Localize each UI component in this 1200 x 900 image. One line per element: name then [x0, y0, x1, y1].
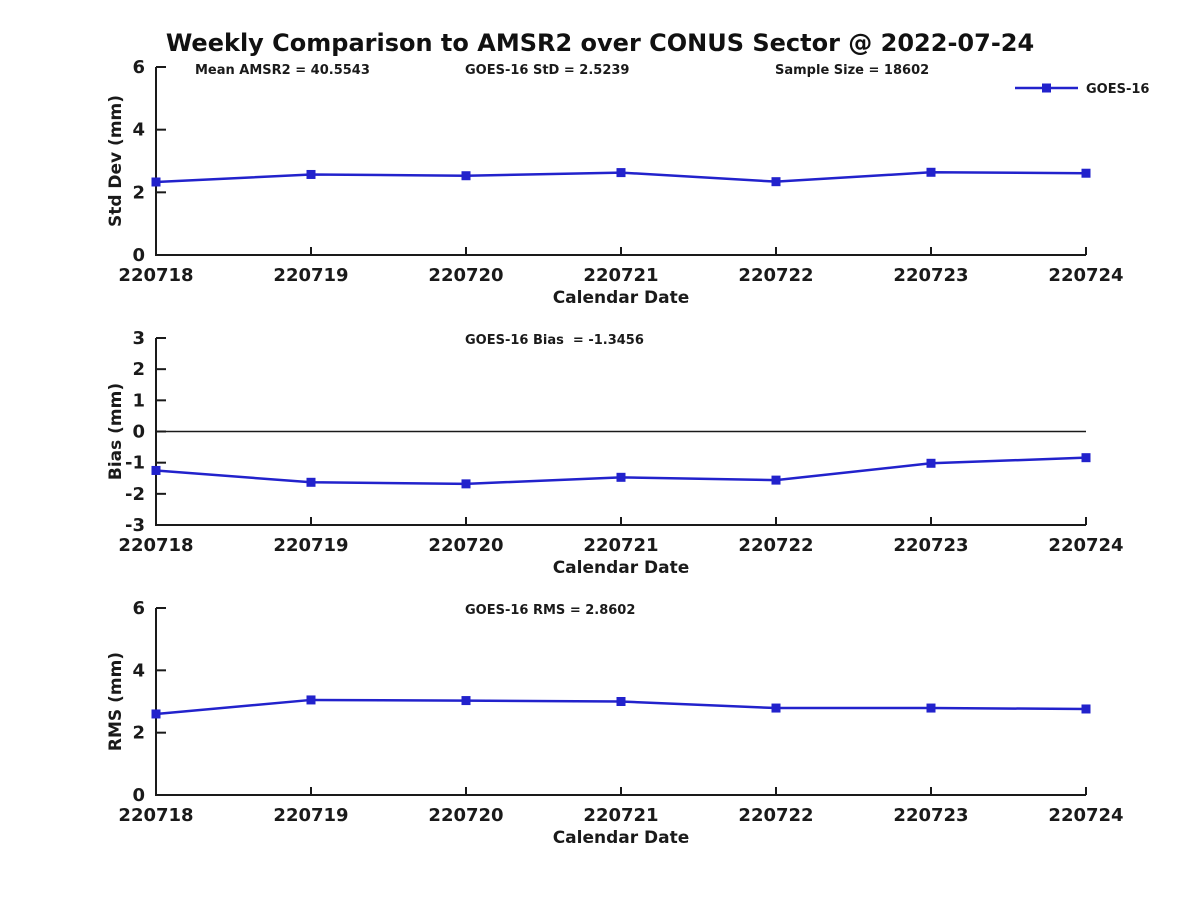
- x-tick-label: 220723: [893, 805, 968, 826]
- data-point-marker: [1081, 704, 1091, 714]
- x-axis-title: Calendar Date: [553, 828, 690, 848]
- data-point-marker: [771, 177, 781, 187]
- y-tick-label: 4: [132, 660, 145, 681]
- x-tick-label: 220724: [1048, 265, 1123, 286]
- bias-panel: 220718 220719 220720 220721 220722 220723 2207…: [106, 328, 1124, 578]
- y-axis-title: Std Dev (mm): [106, 95, 126, 227]
- data-point-marker: [926, 167, 936, 177]
- y-axis-title: RMS (mm): [106, 652, 126, 751]
- y-tick-label: -1: [125, 453, 145, 474]
- y-tick-label: -3: [125, 515, 145, 536]
- data-point-marker: [926, 703, 936, 713]
- x-tick-label: 220722: [738, 805, 813, 826]
- legend: GOES-16: [1015, 82, 1149, 97]
- x-tick-label: 220724: [1048, 535, 1123, 556]
- annotation: GOES-16 Bias = -1.3456: [465, 333, 644, 348]
- data-point-marker: [616, 168, 626, 178]
- stddev-panel: 220718 220719 220720 220721 220722 220723 2207…: [106, 57, 1149, 308]
- y-tick-label: 6: [132, 598, 145, 619]
- data-point-marker: [461, 171, 471, 181]
- legend-label: GOES-16: [1086, 82, 1149, 97]
- x-tick-label: 220718: [118, 535, 193, 556]
- data-point-marker: [461, 696, 471, 706]
- x-tick-label: 220719: [273, 805, 348, 826]
- annotation: Mean AMSR2 = 40.5543: [195, 63, 370, 78]
- axis-frame: [155, 67, 1086, 256]
- data-point-marker: [306, 169, 316, 179]
- y-tick-label: 3: [132, 328, 145, 349]
- data-point-marker: [1081, 453, 1091, 463]
- x-tick-label: 220721: [583, 265, 658, 286]
- x-tick-label: 220724: [1048, 805, 1123, 826]
- legend-marker: [1042, 83, 1051, 93]
- x-tick-label: 220719: [273, 265, 348, 286]
- x-tick-label: 220721: [583, 805, 658, 826]
- x-axis-title: Calendar Date: [553, 558, 690, 578]
- data-point-marker: [1081, 168, 1091, 178]
- x-tick-label: 220719: [273, 535, 348, 556]
- x-tick-label: 220718: [118, 265, 193, 286]
- data-point-marker: [771, 475, 781, 485]
- y-tick-label: 0: [132, 422, 145, 443]
- annotation: GOES-16 RMS = 2.8602: [465, 603, 635, 618]
- x-tick-label: 220720: [428, 535, 503, 556]
- y-tick-label: 6: [132, 57, 145, 78]
- page-title: Weekly Comparison to AMSR2 over CONUS Se…: [165, 29, 1035, 57]
- x-tick-label: 220720: [428, 265, 503, 286]
- data-point-marker: [616, 697, 626, 706]
- rms-panel: 220718 220719 220720 220721 220722 220723 2207…: [106, 598, 1124, 848]
- data-point-marker: [771, 703, 781, 713]
- y-tick-label: 4: [132, 120, 145, 141]
- data-point-marker: [926, 458, 936, 468]
- data-point-marker: [151, 177, 161, 187]
- x-tick-label: 220722: [738, 535, 813, 556]
- x-tick-label: 220718: [118, 805, 193, 826]
- x-axis-title: Calendar Date: [553, 288, 690, 308]
- y-tick-label: 0: [132, 785, 145, 806]
- x-tick-label: 220723: [893, 535, 968, 556]
- data-point-marker: [616, 472, 626, 482]
- data-point-marker: [306, 695, 316, 705]
- x-tick-label: 220721: [583, 535, 658, 556]
- y-tick-label: 2: [132, 182, 145, 203]
- x-tick-label: 220722: [738, 265, 813, 286]
- y-tick-label: 1: [132, 390, 145, 411]
- data-point-marker: [461, 479, 471, 489]
- x-tick-label: 220723: [893, 265, 968, 286]
- data-point-marker: [151, 465, 161, 475]
- annotation: Sample Size = 18602: [775, 63, 929, 78]
- y-axis-title: Bias (mm): [106, 383, 126, 480]
- x-tick-label: 220720: [428, 805, 503, 826]
- data-point-marker: [151, 709, 161, 719]
- data-point-marker: [306, 477, 316, 487]
- annotation: GOES-16 StD = 2.5239: [465, 63, 629, 78]
- y-tick-label: 2: [132, 723, 145, 744]
- y-tick-label: 0: [132, 245, 145, 266]
- y-tick-label: 2: [132, 359, 145, 380]
- y-tick-label: -2: [125, 484, 145, 505]
